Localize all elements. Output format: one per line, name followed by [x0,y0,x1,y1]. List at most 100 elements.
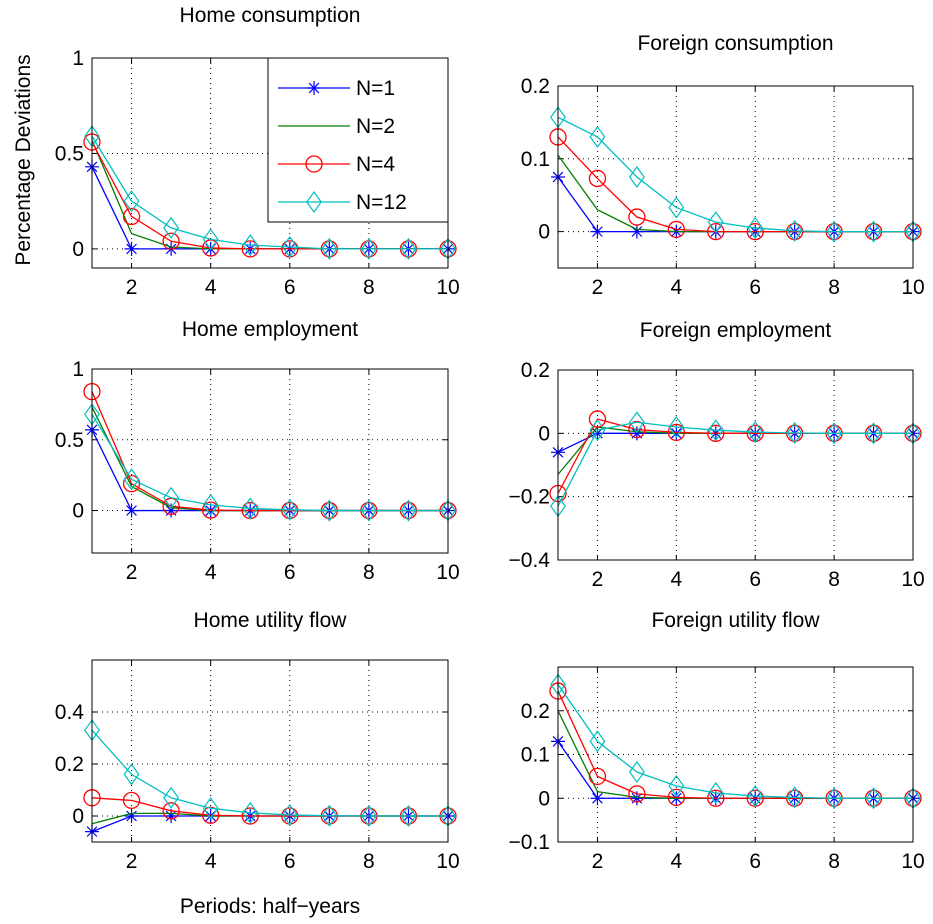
data-point [826,220,843,243]
data-point [865,220,882,243]
x-tick-label: 6 [749,850,761,873]
data-point [588,410,607,428]
data-point [668,196,685,219]
data-point [589,730,606,753]
y-tick-label: 0.2 [55,753,84,776]
data-point [202,501,220,519]
y-tick-label: 0.2 [521,359,550,382]
legend-label: N=2 [356,115,395,138]
data-point [865,422,882,445]
figure-ylabel: Percentage Deviations [12,54,35,265]
data-point [321,237,338,260]
y-tick-label: 0 [538,221,550,244]
legend-marker [307,81,321,95]
data-point [202,806,220,824]
axes-box [557,666,914,843]
data-point [668,415,685,439]
legend-entry: N=1 [278,77,395,100]
data-point [122,791,141,810]
axes-box [557,369,914,561]
x-tick-label: 2 [126,276,138,299]
y-tick-label: 0.5 [55,142,84,165]
data-point [628,411,645,434]
series-line [557,421,913,507]
legend-marker [306,190,322,214]
data-point [786,786,803,809]
series-line [91,135,448,250]
x-tick-label: 4 [205,850,217,873]
data-point [162,232,180,250]
data-point [321,804,338,827]
data-point [242,801,259,824]
data-point [707,419,724,442]
data-point [124,503,139,518]
series-line [557,116,913,233]
data-point [360,499,377,522]
x-tick-label: 2 [592,850,604,873]
x-tick-label: 2 [126,561,138,584]
data-point [360,237,377,260]
data-point [786,789,804,807]
panel-title: Home employment [182,318,358,341]
data-point [590,224,605,239]
legend-marker [305,155,323,173]
data-point [164,809,179,823]
data-point [400,804,417,828]
series-n-12 [84,403,456,522]
data-point [590,426,605,441]
data-point [241,240,259,258]
y-tick-label: 0.2 [521,700,550,723]
data-point [589,125,606,148]
data-point [826,422,843,445]
x-tick-label: 6 [284,276,296,299]
data-point [746,222,764,241]
data-point [123,763,140,786]
panel-2: 2 4 6 8 10 0 0.1 0.2 Foreign consumption [521,32,925,299]
data-point [163,486,180,509]
panel-title: Home utility flow [194,609,348,632]
data-point [667,788,685,807]
x-tick-label: 2 [592,568,604,591]
x-tick-label: 6 [749,568,761,591]
data-point [400,499,417,522]
series-n-12 [84,719,456,828]
data-point [667,220,685,239]
data-point [281,235,298,259]
y-tick-label: 1 [72,358,84,381]
x-tick-label: 10 [901,568,924,591]
axes-box [91,659,449,843]
data-point [786,219,803,242]
data-point [628,785,646,803]
x-tick-label: 6 [284,561,296,584]
legend-entry: N=4 [278,153,395,176]
data-point [588,169,607,188]
data-point [202,493,219,516]
data-point [400,237,417,260]
panel-5: 2 4 6 8 10 0 0.2 0.4 Home utility flow [55,609,460,873]
y-tick-label: 1 [72,47,84,70]
data-point [360,804,377,828]
data-point [629,426,644,441]
series-line [91,413,448,512]
legend: N=1 N=2 N=4 N=12 [267,57,449,223]
series-line [557,684,913,799]
data-point [628,208,646,226]
axes-box [557,85,914,269]
data-point [241,807,259,825]
y-tick-label: 0.1 [521,744,550,767]
data-point [747,421,764,444]
y-tick-label: −0.2 [509,486,550,509]
x-tick-label: 6 [749,276,761,299]
x-tick-label: 10 [436,561,459,584]
panel-title: Foreign employment [640,319,832,342]
legend-label: N=12 [356,191,407,214]
panel-3: 2 4 6 8 10 0 0.5 1 Home employment [55,318,460,584]
data-point [281,498,298,521]
data-point [590,791,605,806]
x-tick-label: 10 [901,850,924,873]
figure-xlabel: Periods: half−years [180,895,360,918]
x-tick-label: 8 [828,850,840,873]
x-tick-label: 8 [363,561,375,584]
data-point [707,789,725,807]
